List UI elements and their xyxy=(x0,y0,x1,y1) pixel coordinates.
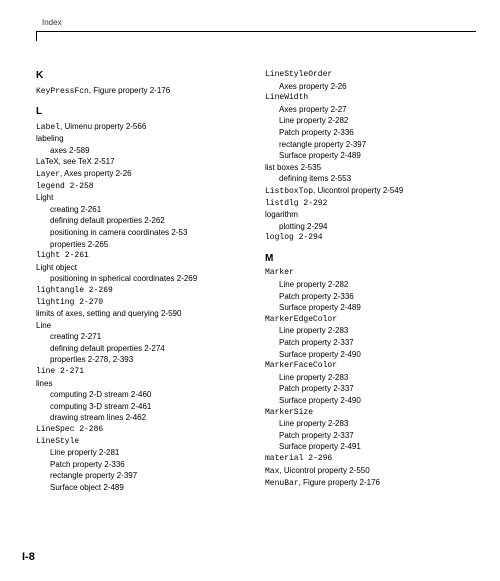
index-entry: Line property 2-283 xyxy=(265,418,476,430)
index-text: , Axes property 2-26 xyxy=(60,169,132,178)
index-text: , Figure property 2-176 xyxy=(89,86,170,95)
index-entry: axes 2-589 xyxy=(36,145,247,157)
index-entry: defining items 2-553 xyxy=(265,173,476,185)
index-header: Index xyxy=(42,18,476,27)
index-entry: Light object xyxy=(36,262,247,274)
index-entry: Surface property 2-490 xyxy=(265,395,476,407)
index-code: KeyPressFcn xyxy=(36,87,89,96)
index-text: , Uicontrol property 2-550 xyxy=(279,466,369,475)
left-column: KKeyPressFcn, Figure property 2-176LLabe… xyxy=(36,69,247,494)
index-entry: Layer, Axes property 2-26 xyxy=(36,168,247,181)
index-entry: creating 2-271 xyxy=(36,331,247,343)
index-entry: Patch property 2-337 xyxy=(265,383,476,395)
index-code: MenuBar xyxy=(265,479,299,488)
index-code: Max xyxy=(265,467,279,476)
index-code: Label xyxy=(36,123,60,132)
index-columns: KKeyPressFcn, Figure property 2-176LLabe… xyxy=(36,69,476,494)
index-entry: MenuBar, Figure property 2-176 xyxy=(265,477,476,490)
index-entry: line 2-271 xyxy=(36,366,247,378)
index-text: , Uicontrol property 2-549 xyxy=(313,186,403,195)
index-entry: LineWidth xyxy=(265,92,476,104)
index-entry: properties 2-265 xyxy=(36,239,247,251)
index-entry: plotting 2-294 xyxy=(265,221,476,233)
index-entry: Patch property 2-336 xyxy=(36,459,247,471)
index-entry: LineSpec 2-286 xyxy=(36,424,247,436)
index-entry: Line property 2-283 xyxy=(265,372,476,384)
index-entry: rectangle property 2-397 xyxy=(36,470,247,482)
index-entry: KeyPressFcn, Figure property 2-176 xyxy=(36,85,247,98)
index-entry: Patch property 2-336 xyxy=(265,291,476,303)
index-entry: drawing stream lines 2-462 xyxy=(36,412,247,424)
index-entry: MarkerSize xyxy=(265,407,476,419)
index-entry: Patch property 2-337 xyxy=(265,430,476,442)
index-entry: Surface object 2-489 xyxy=(36,482,247,494)
right-column: LineStyleOrderAxes property 2-26LineWidt… xyxy=(265,69,476,494)
index-code: Layer xyxy=(36,170,60,179)
index-entry: lightangle 2-269 xyxy=(36,285,247,297)
section-heading: L xyxy=(36,105,247,120)
index-entry: rectangle property 2-397 xyxy=(265,139,476,151)
index-text: , Figure property 2-176 xyxy=(299,478,380,487)
index-entry: ListboxTop, Uicontrol property 2-549 xyxy=(265,185,476,198)
index-code: ListboxTop xyxy=(265,187,313,196)
index-entry: LineStyle xyxy=(36,436,247,448)
index-entry: Line property 2-282 xyxy=(265,115,476,127)
index-entry: computing 3-D stream 2-461 xyxy=(36,401,247,413)
index-entry: Light xyxy=(36,192,247,204)
index-entry: LaTeX, see TeX 2-517 xyxy=(36,156,247,168)
index-entry: positioning in spherical coordinates 2-2… xyxy=(36,273,247,285)
index-entry: logarithm xyxy=(265,209,476,221)
index-entry: Surface property 2-489 xyxy=(265,302,476,314)
index-entry: loglog 2-294 xyxy=(265,232,476,244)
index-entry: legend 2-258 xyxy=(36,181,247,193)
section-heading: M xyxy=(265,252,476,267)
index-entry: LineStyleOrder xyxy=(265,69,476,81)
index-entry: Axes property 2-26 xyxy=(265,81,476,93)
index-entry: Axes property 2-27 xyxy=(265,104,476,116)
index-entry: list boxes 2-535 xyxy=(265,162,476,174)
index-entry: positioning in camera coordinates 2-53 xyxy=(36,227,247,239)
index-entry: MarkerEdgeColor xyxy=(265,314,476,326)
index-entry: computing 2-D stream 2-460 xyxy=(36,389,247,401)
page-number: I-8 xyxy=(22,551,35,563)
index-entry: Patch property 2-336 xyxy=(265,127,476,139)
index-entry: Line xyxy=(36,320,247,332)
index-entry: lines xyxy=(36,378,247,390)
index-entry: Marker xyxy=(265,267,476,279)
index-entry: labeling xyxy=(36,133,247,145)
index-entry: listdlg 2-292 xyxy=(265,198,476,210)
index-entry: defining default properties 2-262 xyxy=(36,215,247,227)
index-entry: Surface property 2-489 xyxy=(265,150,476,162)
index-entry: Surface property 2-490 xyxy=(265,349,476,361)
header-rule xyxy=(36,31,476,41)
index-entry: lighting 2-270 xyxy=(36,297,247,309)
index-entry: creating 2-261 xyxy=(36,204,247,216)
index-entry: limits of axes, setting and querying 2-5… xyxy=(36,308,247,320)
index-entry: Line property 2-283 xyxy=(265,325,476,337)
index-entry: properties 2-278, 2-393 xyxy=(36,354,247,366)
index-entry: material 2-296 xyxy=(265,453,476,465)
index-entry: Patch property 2-337 xyxy=(265,337,476,349)
index-entry: Line property 2-282 xyxy=(265,279,476,291)
index-entry: defining default properties 2-274 xyxy=(36,343,247,355)
index-entry: MarkerFaceColor xyxy=(265,360,476,372)
index-entry: Label, Uimenu property 2-566 xyxy=(36,121,247,134)
index-entry: Surface property 2-491 xyxy=(265,441,476,453)
section-heading: K xyxy=(36,69,247,84)
index-entry: light 2-261 xyxy=(36,250,247,262)
index-entry: Line property 2-281 xyxy=(36,447,247,459)
index-text: , Uimenu property 2-566 xyxy=(60,122,146,131)
index-entry: Max, Uicontrol property 2-550 xyxy=(265,465,476,478)
